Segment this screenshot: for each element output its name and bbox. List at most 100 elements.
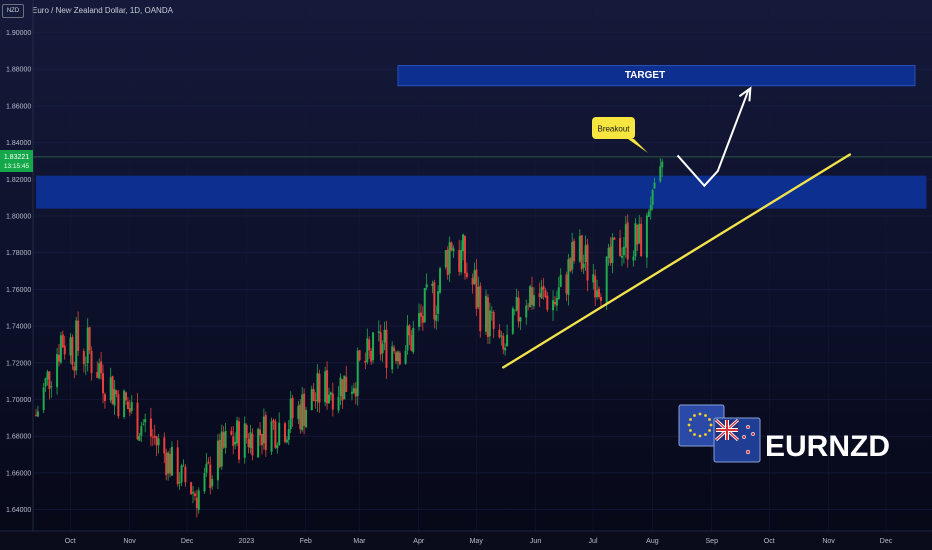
candle [125,391,128,405]
candle [207,457,210,465]
candle [421,306,424,331]
currency-badge[interactable]: NZD [2,4,24,18]
candle [450,241,453,252]
candle [77,311,80,356]
candle [552,290,555,321]
candle [264,411,267,457]
candle [553,296,556,307]
current-price: 1.83221 [4,154,29,161]
candle [216,433,219,489]
y-tick-label: 1.88000 [6,67,31,74]
candle [163,432,166,464]
candle [622,237,625,264]
candle [448,236,451,282]
candle [513,309,516,316]
y-tick-label: 1.74000 [6,324,31,331]
candle [343,375,346,400]
candle [98,358,101,380]
candle [203,467,206,494]
candle [274,418,277,450]
projection-arrowhead [738,86,752,102]
candle [393,344,396,354]
candle [511,306,514,336]
candle [184,464,187,487]
eu-flag-icon [678,404,725,447]
candle [195,489,198,518]
candle [611,233,614,274]
nz-flag-icon [713,417,761,463]
candle [327,387,330,405]
candle [586,238,589,292]
candle [337,386,340,414]
candle [331,382,334,417]
candle [559,268,562,288]
candle [500,331,503,346]
candle [326,361,329,410]
candle [305,406,308,428]
candle [69,333,72,364]
candle [555,290,558,312]
candle [193,491,196,501]
candle [435,305,438,330]
candle [383,321,386,351]
candle [439,266,442,295]
candle [329,391,332,401]
candle [506,324,509,347]
candle [245,423,248,444]
chart-title: Euro / New Zealand Dollar, 1D, OANDA [32,6,173,15]
x-tick-label: May [470,538,484,545]
candle [165,448,168,481]
candle [197,487,200,514]
candle [73,361,76,379]
candle [584,235,587,271]
candle [46,369,49,386]
candle [222,425,225,449]
candle [498,323,501,339]
bar-countdown: 13:15:45 [4,163,30,170]
ascending-trendline[interactable] [502,153,852,369]
candle [620,247,623,267]
candle [312,383,315,402]
candle [567,253,570,306]
candle [408,323,411,346]
candle [540,279,543,300]
y-tick-label: 1.76000 [6,287,31,294]
candle [243,416,246,464]
candle [82,348,85,373]
y-tick-label: 1.70000 [6,397,31,404]
candle [358,350,361,362]
candle [638,214,641,245]
x-tick-label: Dec [181,538,194,545]
candle [276,442,279,454]
candle [372,332,375,364]
candle [251,428,254,461]
candle [529,284,532,308]
y-tick-label: 1.68000 [6,434,31,441]
time-axis[interactable] [0,531,932,550]
candle [176,440,179,487]
candle [519,316,522,330]
candle [113,380,116,415]
candle [218,433,221,469]
candle [236,416,239,447]
candle [157,434,160,454]
x-tick-label: Apr [413,538,425,545]
y-tick-label: 1.86000 [6,103,31,110]
candle [437,285,440,322]
candle [142,419,145,426]
candle [230,426,233,436]
candle [272,418,275,430]
candle [303,388,306,435]
candle [659,157,662,183]
x-tick-label: Feb [300,538,312,545]
x-tick-label: Oct [65,538,76,545]
candle [377,320,380,342]
candle [316,364,319,412]
candle [178,471,181,490]
candle [647,209,650,217]
y-tick-label: 1.82000 [6,177,31,184]
candle [525,299,528,325]
candle [406,315,409,355]
